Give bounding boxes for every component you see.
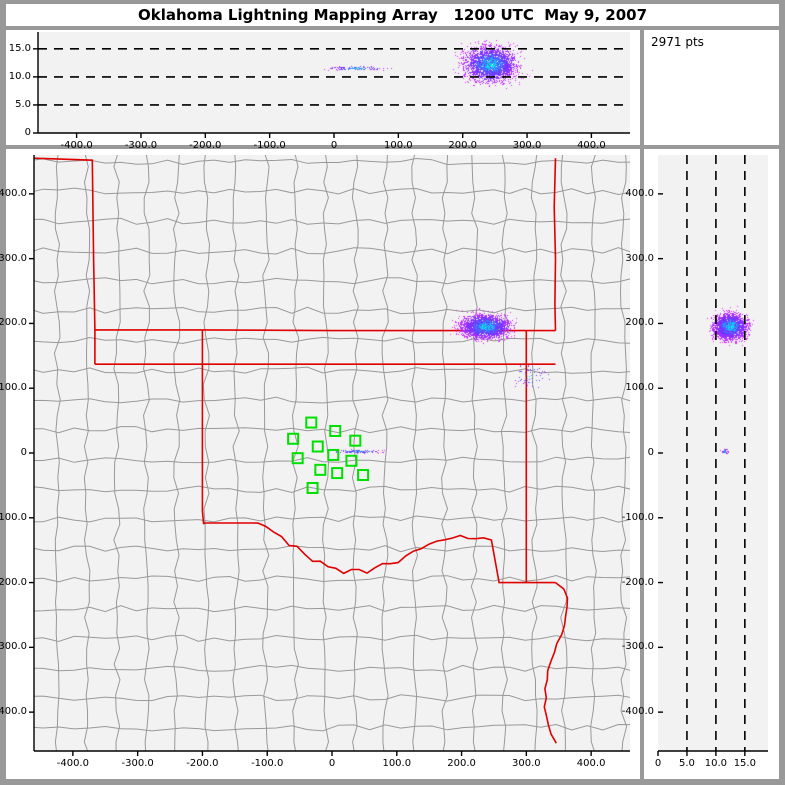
lma-station-markers[interactable] — [34, 155, 630, 751]
x-tick-label: -100.0 — [253, 140, 286, 151]
x-tick-label: 100.0 — [382, 758, 412, 769]
right-panel-y-tick-label: 400.0 — [625, 187, 654, 199]
lma-station-marker[interactable] — [331, 467, 344, 480]
y-tick-label: 5.0 — [15, 98, 31, 110]
x-tick-label: 5.0 — [678, 758, 695, 769]
x-tick-label: 300.0 — [512, 140, 542, 151]
page-title: Oklahoma Lightning Mapping Array 1200 UT… — [137, 6, 648, 24]
y-tick-label: -100.0 — [0, 511, 27, 523]
x-tick-label: 300.0 — [512, 758, 541, 769]
x-tick-label: -100.0 — [251, 758, 284, 769]
lma-station-marker[interactable] — [306, 481, 319, 494]
north-vs-altitude-gridlines — [686, 155, 746, 751]
x-tick-label: -400.0 — [56, 758, 89, 769]
x-tick-label: 0 — [330, 140, 338, 151]
x-tick-label: 10.0 — [704, 758, 728, 769]
x-tick-label: 100.0 — [384, 140, 413, 151]
point-count-panel: 2971 pts — [644, 30, 779, 145]
x-tick-label: 15.0 — [733, 758, 756, 769]
right-panel-y-tick-label: -100.0 — [621, 511, 654, 523]
y-tick-label: -300.0 — [0, 641, 27, 653]
y-tick-label: -400.0 — [0, 706, 27, 718]
y-tick-label: 10.0 — [8, 70, 31, 82]
lma-station-marker[interactable] — [287, 432, 300, 445]
plan-view-map-panel: -400.0 -300.0 -200.0 -100.0 0 100.0 200.0 300.0… — [0, 149, 640, 779]
right-panel-y-tick-label: -200.0 — [621, 576, 654, 588]
x-tick-label: 400.0 — [576, 758, 606, 769]
y-tick-label: 200.0 — [0, 317, 27, 329]
lma-station-marker[interactable] — [291, 452, 304, 465]
lma-station-marker[interactable] — [349, 434, 362, 447]
right-panel-y-tick-label: 0 — [647, 447, 654, 458]
y-tick-label: 400.0 — [0, 187, 27, 199]
right-panel-y-tick-label: -400.0 — [621, 706, 654, 718]
y-tick-label: 0 — [24, 127, 31, 138]
y-tick-label: 15.0 — [8, 42, 31, 54]
x-tick-label: 200.0 — [448, 140, 478, 151]
x-tick-label: 0 — [328, 758, 336, 769]
lma-station-marker[interactable] — [327, 448, 340, 461]
lma-station-marker[interactable] — [329, 424, 342, 437]
north-vs-altitude-plot-area[interactable] — [658, 155, 768, 751]
north-vs-altitude-panel: 0 5.0 10.0 15.0 — [644, 149, 779, 779]
point-count-label: 2971 pts — [651, 35, 704, 49]
lightning-source-dots-map — [34, 155, 630, 751]
x-tick-label: -200.0 — [189, 140, 222, 151]
lightning-source-dots-right — [658, 155, 768, 751]
plan-view-map-plot-area[interactable] — [34, 155, 630, 751]
altitude-vs-east-plot-area[interactable] — [38, 32, 630, 133]
lma-station-marker[interactable] — [345, 454, 358, 467]
lma-station-marker[interactable] — [314, 463, 327, 476]
x-tick-label: -400.0 — [60, 140, 93, 151]
y-tick-label: 0 — [20, 447, 27, 458]
right-panel-y-tick-label: -300.0 — [621, 641, 654, 653]
x-tick-label: 200.0 — [447, 758, 476, 769]
x-tick-label: -300.0 — [121, 758, 154, 769]
altitude-vs-east-gridlines — [38, 48, 630, 106]
x-tick-label: 400.0 — [577, 140, 606, 151]
lma-station-marker[interactable] — [357, 469, 370, 482]
y-tick-label: 300.0 — [0, 252, 27, 264]
right-panel-y-tick-label: 100.0 — [625, 382, 654, 394]
x-tick-label: -200.0 — [186, 758, 219, 769]
title-bar: Oklahoma Lightning Mapping Array 1200 UT… — [6, 4, 779, 26]
altitude-vs-east-panel: 0 5.0 10.0 15.0 -400.0 -300.0 -200.0 -100.0 0 100… — [6, 30, 640, 151]
lma-station-marker[interactable] — [311, 440, 324, 453]
right-panel-y-tick-label: 300.0 — [625, 252, 654, 264]
y-tick-label: -200.0 — [0, 576, 27, 588]
y-tick-label: 100.0 — [0, 382, 27, 394]
x-tick-label: 0 — [654, 758, 662, 769]
right-panel-y-tick-label: 200.0 — [625, 317, 654, 329]
lma-station-marker[interactable] — [305, 416, 318, 429]
x-tick-label: -300.0 — [124, 140, 158, 151]
